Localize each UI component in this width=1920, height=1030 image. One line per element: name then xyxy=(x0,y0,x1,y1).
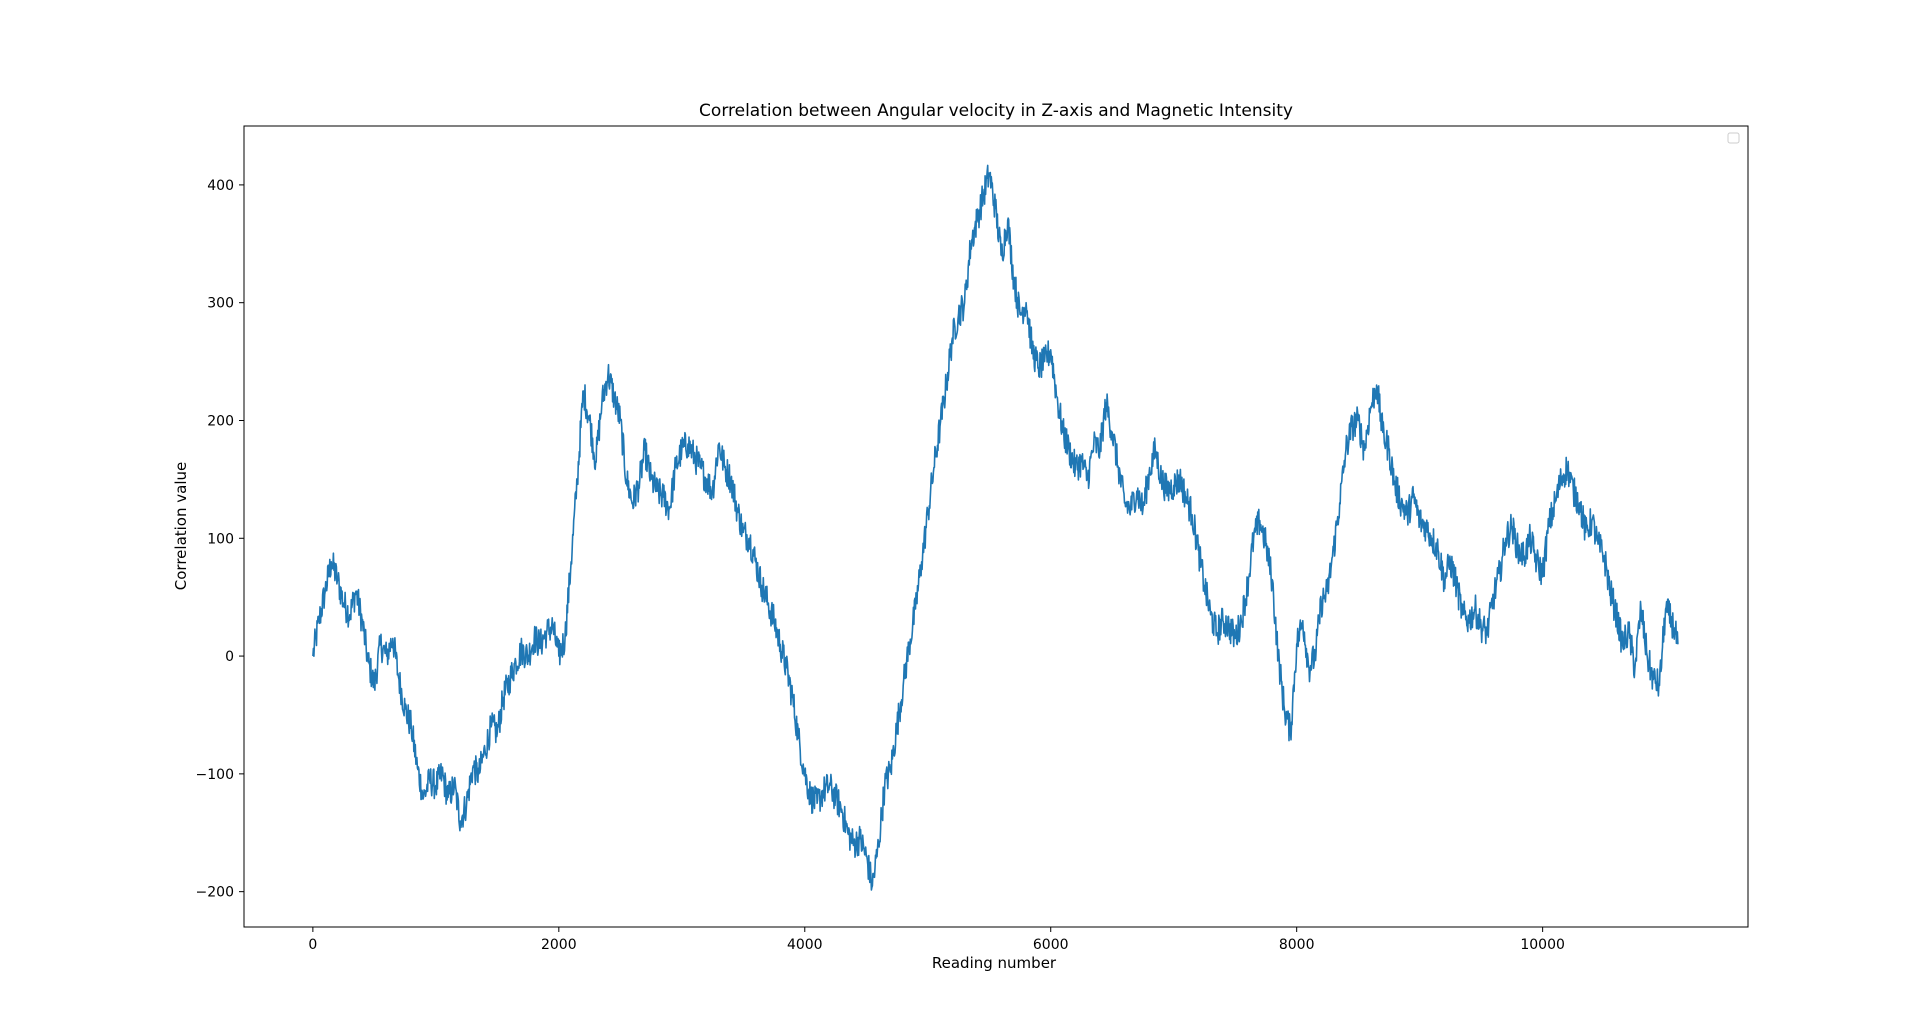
x-tick-label: 6000 xyxy=(1033,937,1069,953)
legend-box xyxy=(1727,132,1740,144)
x-tick-label: 10000 xyxy=(1520,937,1565,953)
y-tick-label: −100 xyxy=(196,767,234,783)
y-tick-label: 200 xyxy=(207,413,234,429)
plot-area xyxy=(243,125,1749,928)
y-tick-label: 300 xyxy=(207,296,234,312)
x-tick-label: 2000 xyxy=(541,937,577,953)
y-tick-label: 0 xyxy=(225,649,234,665)
y-tick-label: 100 xyxy=(207,531,234,547)
series-line xyxy=(312,164,1679,891)
x-axis-ticks: 0 2000 4000 6000 8000 10000 xyxy=(308,927,1565,953)
x-tick-label: 0 xyxy=(308,937,317,953)
x-axis-label: Reading number xyxy=(932,954,1057,972)
axes-frame xyxy=(243,125,1749,928)
chart-title: Correlation between Angular velocity in … xyxy=(699,101,1293,121)
y-tick-label: −200 xyxy=(196,885,234,901)
y-axis-label: Correlation value xyxy=(172,462,190,590)
x-tick-label: 4000 xyxy=(787,937,823,953)
x-tick-label: 8000 xyxy=(1279,937,1315,953)
series-layer xyxy=(312,164,1679,891)
y-tick-label: 400 xyxy=(207,178,234,194)
y-axis-ticks: −200 −100 0 100 200 300 400 xyxy=(196,178,244,901)
